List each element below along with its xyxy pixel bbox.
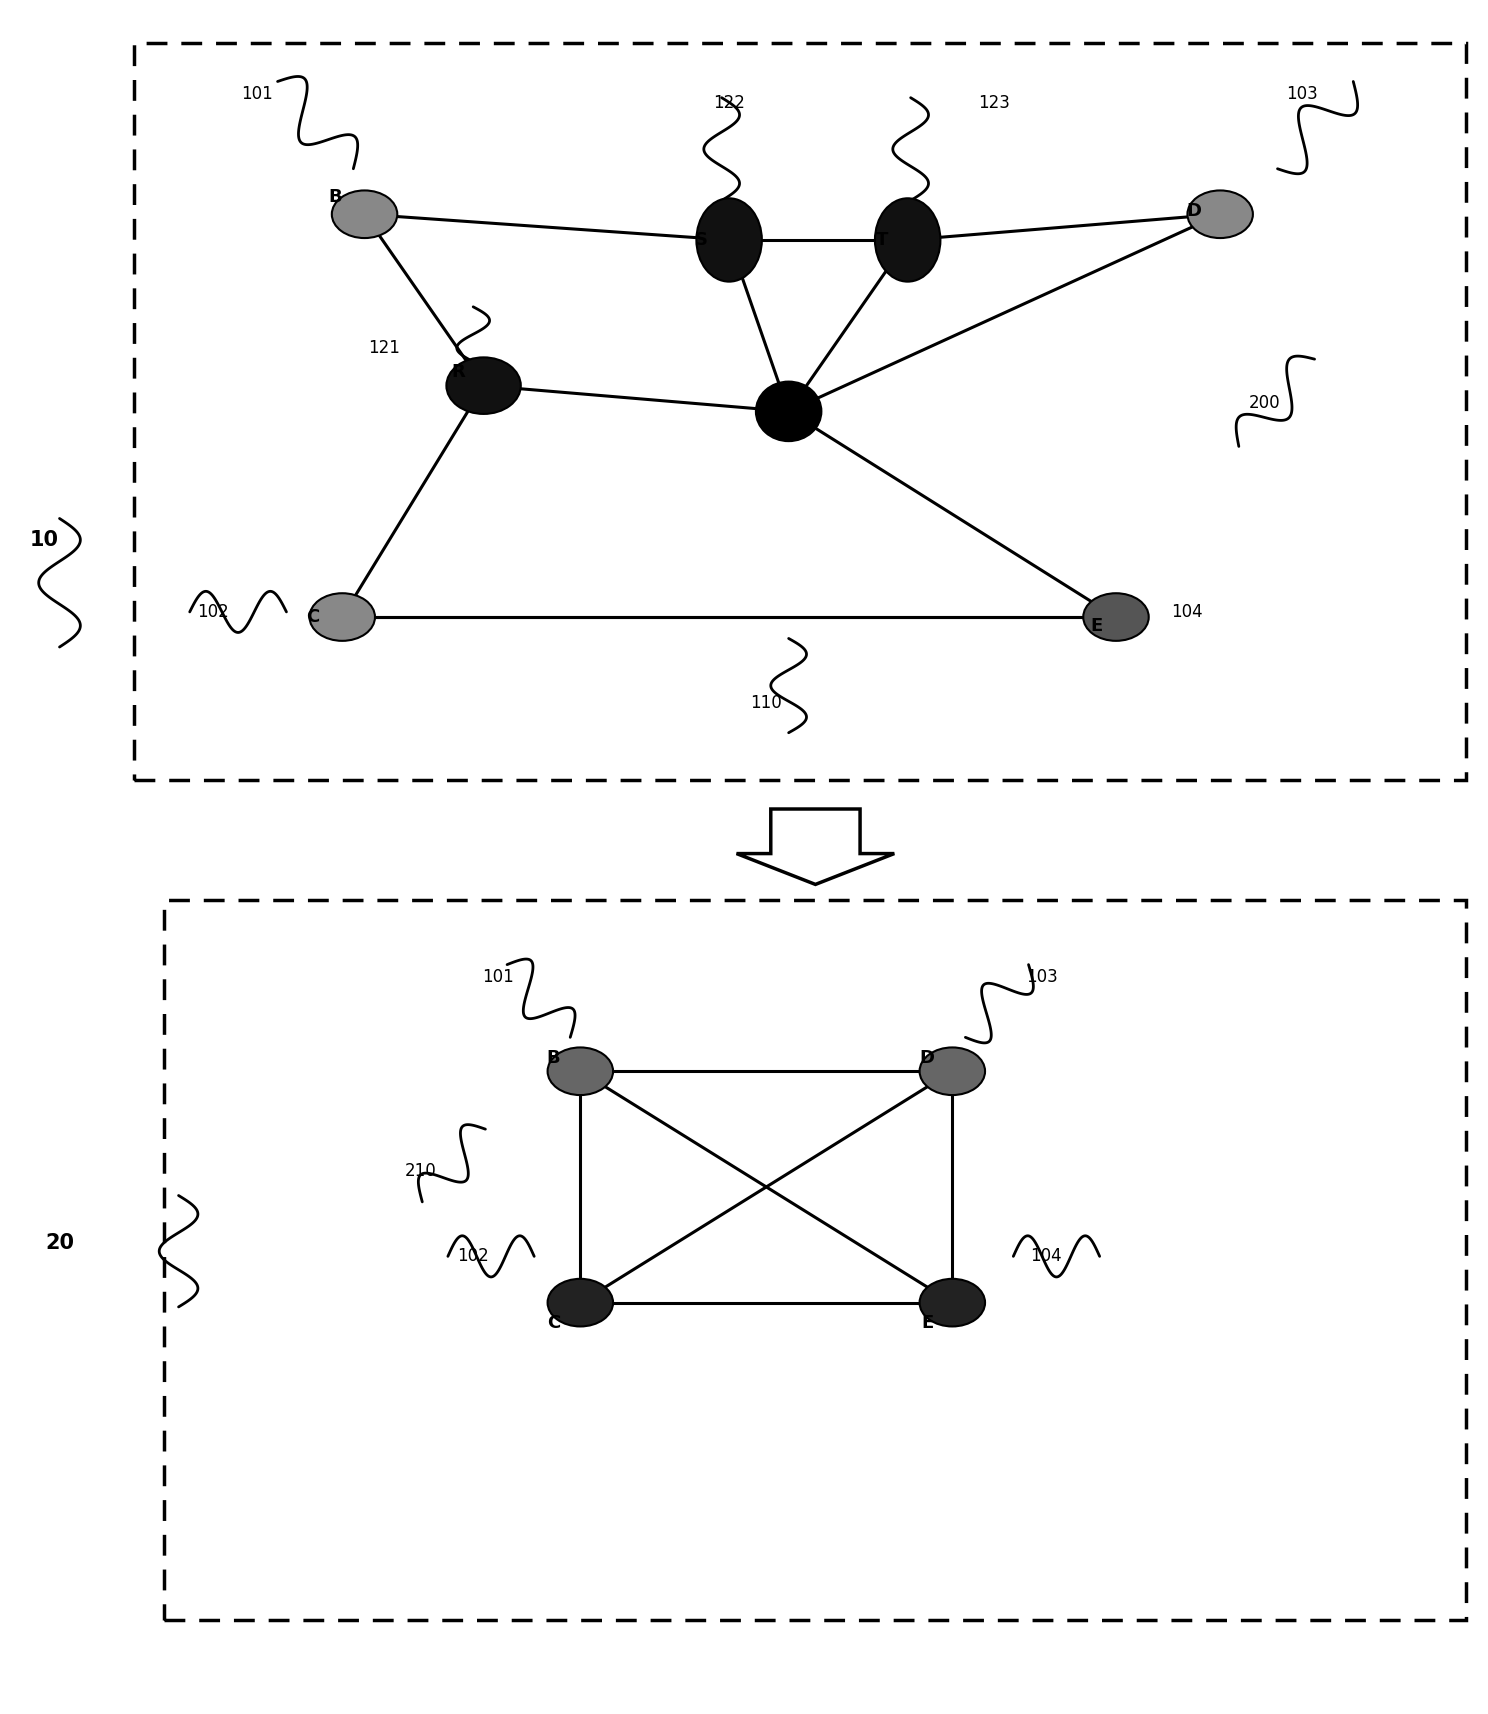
Ellipse shape xyxy=(548,1279,613,1327)
Text: D: D xyxy=(1186,202,1201,219)
Text: C: C xyxy=(307,608,318,626)
Text: 102: 102 xyxy=(457,1248,490,1265)
Text: 102: 102 xyxy=(196,603,229,620)
Text: A: A xyxy=(792,417,806,434)
Text: B: B xyxy=(546,1049,561,1066)
Text: 123: 123 xyxy=(978,94,1010,111)
Text: 122: 122 xyxy=(713,94,745,111)
Text: 210: 210 xyxy=(405,1162,437,1179)
Ellipse shape xyxy=(446,358,521,413)
Text: 20: 20 xyxy=(45,1232,74,1253)
Text: 104: 104 xyxy=(1030,1248,1062,1265)
Bar xyxy=(134,43,1466,780)
Ellipse shape xyxy=(920,1047,985,1095)
Text: E: E xyxy=(1091,617,1103,634)
Text: C: C xyxy=(548,1315,559,1332)
Text: R: R xyxy=(451,363,466,381)
Text: 10: 10 xyxy=(30,530,60,550)
Polygon shape xyxy=(737,809,894,884)
Text: E: E xyxy=(921,1315,933,1332)
Text: 103: 103 xyxy=(1286,86,1318,103)
Text: 101: 101 xyxy=(482,968,515,986)
Text: 110: 110 xyxy=(750,694,783,711)
Ellipse shape xyxy=(875,199,940,281)
Text: S: S xyxy=(695,231,707,249)
Text: 200: 200 xyxy=(1248,394,1281,411)
Ellipse shape xyxy=(696,199,762,281)
Ellipse shape xyxy=(756,382,821,440)
Text: T: T xyxy=(876,231,888,249)
Ellipse shape xyxy=(1083,593,1149,641)
Text: 104: 104 xyxy=(1171,603,1204,620)
Bar xyxy=(164,900,1466,1620)
Text: 101: 101 xyxy=(241,86,274,103)
Text: B: B xyxy=(327,189,342,206)
Ellipse shape xyxy=(1187,190,1253,238)
Text: D: D xyxy=(920,1049,934,1066)
Ellipse shape xyxy=(332,190,397,238)
Text: 121: 121 xyxy=(368,339,400,357)
Ellipse shape xyxy=(548,1047,613,1095)
Text: 103: 103 xyxy=(1025,968,1058,986)
Ellipse shape xyxy=(310,593,375,641)
Ellipse shape xyxy=(920,1279,985,1327)
